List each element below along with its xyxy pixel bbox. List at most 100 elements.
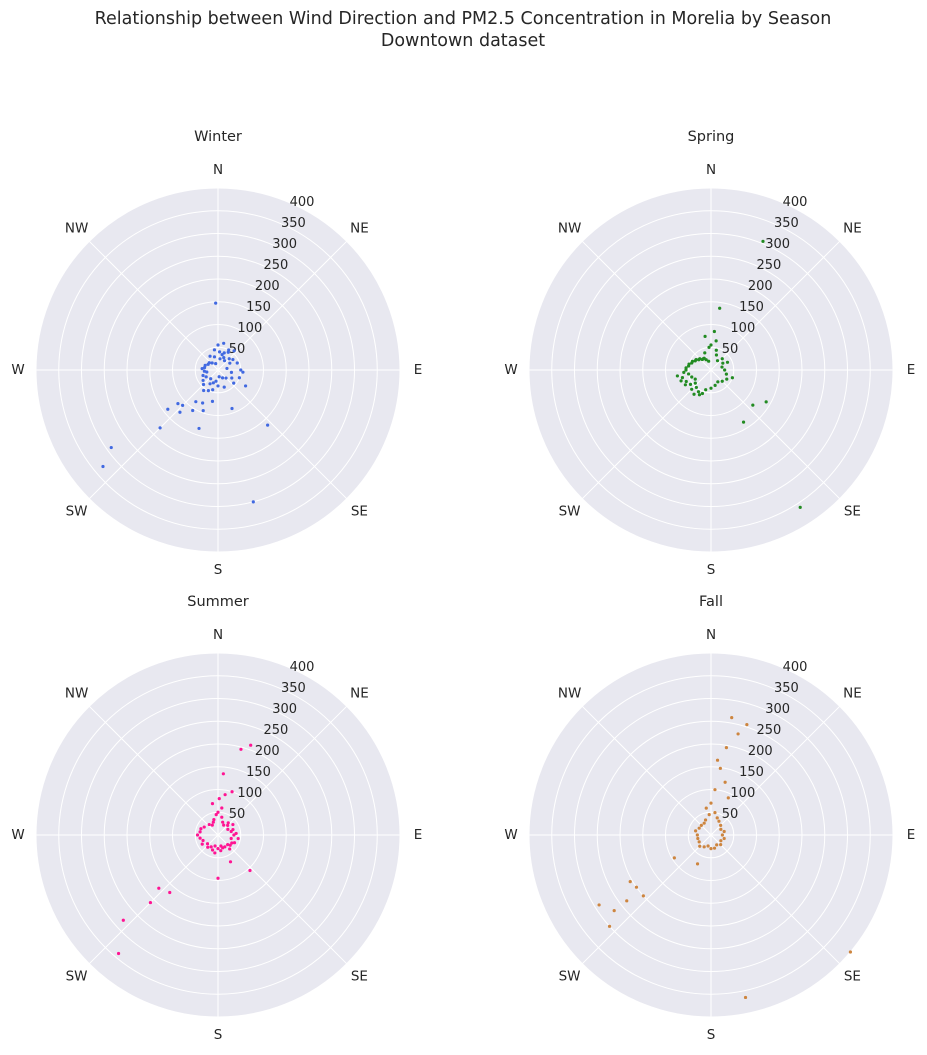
data-point [798, 505, 802, 509]
data-point [198, 836, 202, 840]
r-tick-label: 50 [229, 807, 246, 822]
data-point [158, 426, 162, 430]
direction-label-w: W [11, 362, 24, 378]
r-tick-label: 200 [255, 744, 280, 759]
polar-panels: NNEESESSWWNW50100150200250300350400Winte… [11, 129, 915, 1043]
data-point [697, 826, 701, 830]
data-point [212, 355, 217, 359]
data-point [198, 830, 202, 834]
r-tick-label: 250 [264, 258, 289, 273]
data-point [688, 382, 693, 386]
data-point [222, 823, 226, 827]
r-tick-label: 200 [748, 744, 773, 759]
data-point [229, 370, 234, 374]
data-point [704, 358, 708, 362]
data-point [237, 376, 241, 380]
data-point [720, 365, 724, 369]
data-point [698, 357, 702, 361]
angular-gridline [88, 240, 219, 371]
polar-panel-winter: N NE E SE S SW W NW 50 100 150 200 250 300 350 400 Winte… [11, 129, 422, 578]
data-point [722, 829, 726, 834]
r-tick-label: 150 [739, 765, 764, 780]
direction-label-s: S [707, 562, 716, 578]
data-point [597, 903, 601, 907]
data-point [690, 387, 694, 391]
data-point [690, 375, 694, 379]
angular-gridline [217, 240, 348, 371]
data-point [217, 797, 221, 801]
data-point [197, 426, 201, 431]
direction-label-w: W [11, 827, 24, 843]
direction-label-e: E [907, 827, 916, 843]
data-point [222, 341, 226, 345]
data-point [707, 359, 711, 363]
data-point [706, 844, 710, 848]
data-point [692, 392, 696, 396]
data-point [714, 348, 718, 352]
data-point [696, 390, 701, 394]
data-point [202, 369, 207, 373]
r-tick-label: 400 [290, 195, 315, 210]
data-point [712, 329, 716, 334]
data-point [228, 847, 232, 851]
data-point [116, 951, 121, 956]
figure-subtitle: Downtown dataset [381, 31, 545, 51]
r-tick-label: 250 [264, 723, 289, 738]
panel-title-spring: Spring [688, 129, 735, 145]
r-tick-label: 350 [281, 216, 306, 231]
data-point [694, 357, 698, 362]
data-point [205, 842, 210, 846]
data-point [243, 384, 248, 388]
data-point [222, 359, 227, 363]
data-point [109, 445, 113, 450]
direction-label-se: SE [351, 968, 368, 984]
data-point [730, 376, 734, 380]
data-point [214, 301, 218, 305]
direction-label-ne: NE [843, 686, 862, 702]
r-tick-label: 250 [757, 258, 782, 273]
data-point [216, 810, 220, 814]
r-tick-label: 150 [739, 300, 764, 315]
data-point [607, 924, 612, 928]
angular-gridline [710, 369, 841, 500]
direction-label-sw: SW [66, 503, 88, 519]
angular-gridline [581, 705, 712, 836]
data-point [709, 386, 713, 390]
data-point [713, 788, 717, 792]
data-point [695, 862, 700, 866]
data-point [222, 356, 226, 360]
r-tick-label: 300 [765, 237, 790, 252]
data-point [208, 382, 212, 386]
data-point [202, 388, 206, 393]
direction-label-nw: NW [65, 221, 88, 237]
angular-gridline [581, 369, 712, 500]
data-point [231, 827, 235, 832]
data-point [725, 377, 729, 381]
data-point [628, 880, 632, 884]
data-point [709, 343, 713, 347]
data-point [722, 836, 726, 841]
data-point [249, 743, 253, 747]
data-point [221, 820, 225, 824]
data-point [707, 345, 711, 349]
data-point [241, 370, 245, 374]
data-point [211, 381, 215, 385]
data-point [697, 393, 702, 397]
data-point [220, 376, 225, 380]
data-point [714, 339, 718, 343]
data-point [693, 377, 697, 381]
data-point [745, 723, 749, 727]
r-tick-label: 50 [722, 342, 739, 357]
direction-label-se: SE [844, 968, 861, 984]
data-point [227, 348, 231, 352]
r-tick-label: 350 [281, 681, 306, 696]
data-point [230, 376, 234, 380]
data-point [683, 383, 687, 387]
panel-title-winter: Winter [194, 129, 242, 145]
angular-gridline [710, 705, 841, 836]
direction-label-sw: SW [559, 503, 581, 519]
data-point [209, 845, 213, 849]
data-point [207, 822, 211, 827]
data-point [211, 388, 215, 392]
data-point [679, 379, 683, 383]
